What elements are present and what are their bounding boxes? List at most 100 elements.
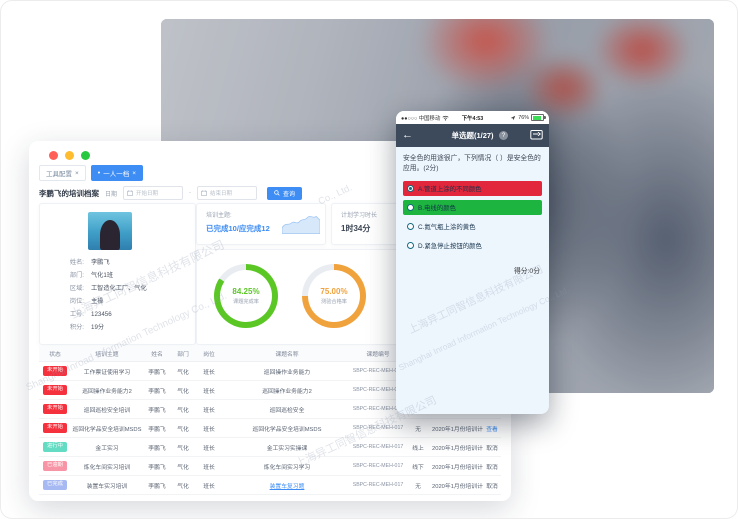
profile-field-value: 李鹏飞 xyxy=(91,259,110,266)
quiz-option[interactable]: A.管道上涂的不同颜色 xyxy=(403,181,542,197)
profile-field-value: 19分 xyxy=(91,324,105,331)
help-icon[interactable]: ? xyxy=(499,131,508,140)
status-time: 下午4:53 xyxy=(461,115,484,122)
back-arrow-icon[interactable]: ← xyxy=(402,129,413,141)
search-button[interactable]: 查询 xyxy=(267,186,303,200)
topic-cell: 巡回化学品安全培训MSDS xyxy=(71,418,143,438)
action-cell[interactable]: 取消 xyxy=(483,437,501,457)
phone-nav-bar: ← 单选题(1/27) ? xyxy=(396,124,549,147)
score-text: 得分:0分 xyxy=(513,268,540,276)
action-cell[interactable]: 查看 xyxy=(483,418,501,438)
post-cell: 班长 xyxy=(195,475,223,495)
post-cell: 班长 xyxy=(195,361,223,381)
filter-row: 李鹏飞的培训档案 日期 开始日期 - 结束日期 查询 xyxy=(39,185,501,201)
table-header-cell: 岗位 xyxy=(195,346,223,362)
topic-cell: 巡回巡检安全培训 xyxy=(71,399,143,419)
profile-field-label: 工号: xyxy=(69,311,84,318)
name-cell: 李鹏飞 xyxy=(143,437,171,457)
minimize-window-button[interactable] xyxy=(65,151,74,160)
status-badge: 未开始 xyxy=(43,404,67,414)
topic-progress-label: 培训主题: xyxy=(206,213,232,219)
search-icon xyxy=(274,190,280,196)
mode-cell: 线下 xyxy=(405,456,431,476)
plan-cell: 2020年1月份培训计划 xyxy=(431,418,483,438)
profile-fields: 姓名: 李鹏飞 部门: 气化1班 区域: 工智造化工厂、气化 岗位: 主操 工号: 123456 积… xyxy=(54,256,187,334)
radio-icon[interactable] xyxy=(407,242,414,250)
profile-field-label: 姓名: xyxy=(69,259,84,266)
quiz-option[interactable]: D.紧急停止按钮的颜色 xyxy=(403,238,542,253)
course-code-cell: SBPC-REC-MEH-017 xyxy=(351,475,405,495)
maximize-window-button[interactable] xyxy=(81,151,90,160)
course-cell[interactable]: 装置车复习题 xyxy=(223,475,351,495)
topic-cell: 巡回操作业务能力2 xyxy=(71,380,143,400)
name-cell: 李鹏飞 xyxy=(143,361,171,381)
status-badge-cell: 未开始 xyxy=(39,418,71,438)
answer-card-icon[interactable] xyxy=(530,129,543,141)
topic-cell: 工作票证使用学习 xyxy=(71,361,143,381)
tab-bar: 工具配置 × • 一人一档 × xyxy=(39,165,144,181)
option-text: C.氮气瓶上涂的黄色 xyxy=(418,224,476,232)
action-cell[interactable]: 取消 xyxy=(483,456,501,476)
status-badge: 已逾期 xyxy=(43,461,67,471)
start-date-placeholder: 开始日期 xyxy=(136,191,159,197)
mode-cell: 无 xyxy=(405,475,431,495)
profile-field-row: 部门: 气化1班 xyxy=(54,269,187,282)
table-header-cell: 课题名称 xyxy=(223,346,351,362)
status-badge: 未开始 xyxy=(43,385,67,395)
quiz-title: 单选题(1/27) xyxy=(451,131,494,140)
close-window-button[interactable] xyxy=(49,151,58,160)
tab-label: 一人一档 xyxy=(103,171,130,178)
table-row: 未开始 巡回化学品安全培训MSDS 李鹏飞 气化 班长 巡回化学品安全培训MSDS SBPC… xyxy=(39,418,501,438)
tab-close-icon[interactable]: × xyxy=(132,169,137,177)
profile-field-row: 区域: 工智造化工厂、气化 xyxy=(54,282,187,295)
course-code-cell: SBPC-REC-MEH-017 xyxy=(351,456,405,476)
name-cell: 李鹏飞 xyxy=(143,399,171,419)
name-cell: 李鹏飞 xyxy=(143,380,171,400)
dept-cell: 气化 xyxy=(171,380,195,400)
table-header-cell: 培训主题 xyxy=(71,346,143,362)
table-header-cell: 课题编号 xyxy=(351,346,405,362)
topic-progress-value: 已完成10/应完成12 xyxy=(206,224,270,233)
tab-person-archive[interactable]: • 一人一档 × xyxy=(90,165,144,181)
profile-field-row: 工号: 123456 xyxy=(54,308,187,321)
quiz-option[interactable]: C.氮气瓶上涂的黄色 xyxy=(403,219,542,234)
name-cell: 李鹏飞 xyxy=(143,475,171,495)
course-cell: 巡回化学品安全培训MSDS xyxy=(223,418,351,438)
table-header-cell: 状态 xyxy=(39,346,71,362)
post-cell: 班长 xyxy=(195,380,223,400)
quiz-option[interactable]: B.电线的颜色 xyxy=(403,200,542,216)
plan-duration-label: 计划学习时长 xyxy=(341,213,378,219)
phone-screenshot: ●●○○○ 中国移动 下午4:53 76% ← 单选题(1/27) ? xyxy=(396,111,549,414)
dept-cell: 气化 xyxy=(171,361,195,381)
post-cell: 班长 xyxy=(195,399,223,419)
status-badge: 未开始 xyxy=(43,366,67,376)
tab-tool-config[interactable]: 工具配置 × xyxy=(39,165,86,181)
radio-icon[interactable] xyxy=(407,204,414,212)
dept-cell: 气化 xyxy=(171,437,195,457)
status-badge-cell: 已完成 xyxy=(39,475,71,495)
profile-field-value: 123456 xyxy=(91,311,112,318)
plan-duration-value: 1时34分 xyxy=(341,224,371,233)
question-text: 安全色的用途很广，下列情况（ ）是安全色的应用。(2分) xyxy=(403,155,541,173)
table-row: 进行中 金工实习 李鹏飞 气化 班长 金工实习实操课 SBPC-REC-MEH-017 线上 2… xyxy=(39,437,501,457)
action-cell[interactable]: 取消 xyxy=(483,475,501,495)
profile-field-row: 岗位: 主操 xyxy=(54,295,187,308)
page-title: 李鹏飞的培训档案 xyxy=(39,188,99,198)
date-range-separator: - xyxy=(189,190,192,196)
profile-field-value: 气化1班 xyxy=(91,272,114,279)
radio-icon[interactable] xyxy=(407,223,414,231)
completion-rate-donut: 84.25% 课题完成率 xyxy=(214,264,278,328)
profile-field-row: 姓名: 李鹏飞 xyxy=(54,256,187,269)
start-date-input[interactable]: 开始日期 xyxy=(123,186,184,200)
pass-rate-label: 测验合格率 xyxy=(321,299,347,305)
radio-icon[interactable] xyxy=(407,185,414,193)
table-row: 已逾期 炼化车间实习培训 李鹏飞 气化 班长 炼化车间实习学习 SBPC-REC-MEH-0… xyxy=(39,456,501,476)
course-code-cell: SBPC-REC-MEH-017 xyxy=(351,361,405,381)
end-date-input[interactable]: 结束日期 xyxy=(197,186,258,200)
tab-close-icon[interactable]: × xyxy=(75,169,79,177)
course-cell: 巡回操作业务能力 xyxy=(223,361,351,381)
topic-cell: 装置车实习培训 xyxy=(71,475,143,495)
table-header-cell: 姓名 xyxy=(143,346,171,362)
battery-percent: 76% xyxy=(518,114,530,121)
